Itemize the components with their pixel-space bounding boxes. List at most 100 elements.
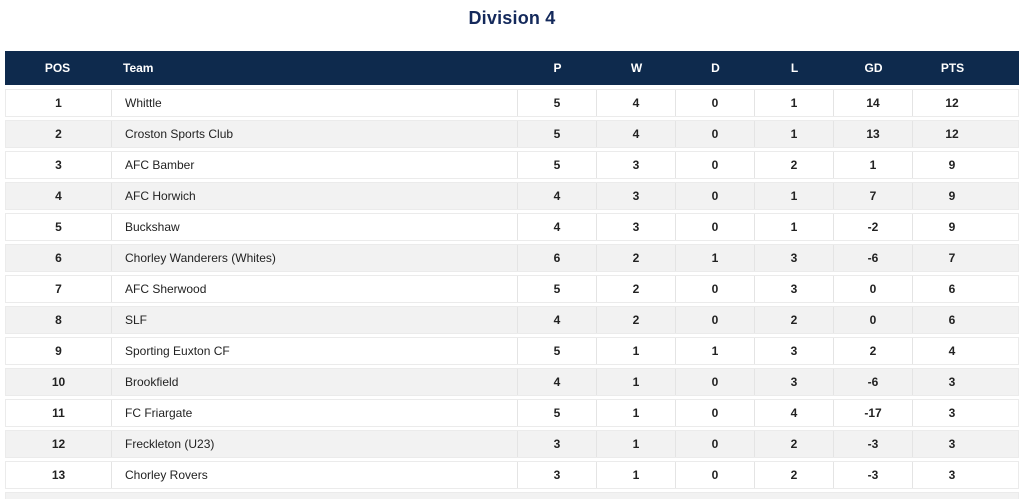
points-cell: 3	[912, 431, 991, 457]
played-cell: 3	[517, 462, 596, 488]
team-name-cell: Buckshaw	[111, 214, 517, 240]
table-header-row: POS Team P W D L GD PTS	[5, 51, 1019, 85]
position-cell: 12	[51, 437, 66, 451]
table-body: 1 Whittle 5 4 0 1 14 12 2 Croston Sports…	[5, 89, 1019, 499]
position-cell: 3	[55, 158, 62, 172]
goal-difference-cell: -2	[833, 214, 912, 240]
played-cell: 4	[517, 214, 596, 240]
lost-cell: 3	[754, 338, 833, 364]
position-cell: 7	[55, 282, 62, 296]
played-cell: 5	[517, 338, 596, 364]
position-cell: 6	[55, 251, 62, 265]
drawn-cell: 0	[675, 152, 754, 178]
lost-cell: 2	[754, 307, 833, 333]
header-drawn: D	[711, 61, 720, 75]
position-cell: 4	[55, 189, 62, 203]
goal-difference-cell: -6	[833, 369, 912, 395]
position-cell: 8	[55, 313, 62, 327]
played-cell: 5	[517, 121, 596, 147]
goal-difference-cell: 2	[833, 338, 912, 364]
points-cell: 9	[912, 183, 991, 209]
team-name-cell: Chorley Rovers	[111, 462, 517, 488]
team-name-cell: Sporting Euxton CF	[111, 338, 517, 364]
table-row[interactable]: 7 AFC Sherwood 5 2 0 3 0 6	[5, 275, 1019, 303]
points-cell: 6	[912, 276, 991, 302]
page-title: Division 4	[468, 8, 556, 28]
points-cell: 12	[912, 90, 991, 116]
drawn-cell: 0	[675, 90, 754, 116]
drawn-cell: 1	[675, 245, 754, 271]
table-row[interactable]: 10 Brookfield 4 1 0 3 -6 3	[5, 368, 1019, 396]
won-cell: 2	[596, 307, 675, 333]
lost-cell: 1	[754, 90, 833, 116]
points-cell: 3	[912, 369, 991, 395]
played-cell: 4	[517, 307, 596, 333]
goal-difference-cell: 0	[833, 276, 912, 302]
lost-cell: 3	[754, 369, 833, 395]
drawn-cell: 0	[675, 183, 754, 209]
drawn-cell: 0	[675, 214, 754, 240]
team-name-cell: AFC Sherwood	[111, 276, 517, 302]
goal-difference-cell: -6	[833, 245, 912, 271]
points-cell: 3	[912, 462, 991, 488]
points-cell: 3	[912, 400, 991, 426]
header-pos: POS	[44, 61, 71, 75]
won-cell: 1	[596, 431, 675, 457]
table-row[interactable]: 1 Whittle 5 4 0 1 14 12	[5, 89, 1019, 117]
table-row[interactable]: 2 Croston Sports Club 5 4 0 1 13 12	[5, 120, 1019, 148]
header-goal-difference: GD	[864, 61, 883, 75]
header-lost: L	[790, 61, 799, 75]
goal-difference-cell: -3	[833, 462, 912, 488]
table-row[interactable]: 6 Chorley Wanderers (Whites) 6 2 1 3 -6 …	[5, 244, 1019, 272]
table-row[interactable]: 9 Sporting Euxton CF 5 1 1 3 2 4	[5, 337, 1019, 365]
drawn-cell: 0	[675, 462, 754, 488]
won-cell: 1	[596, 462, 675, 488]
lost-cell: 1	[754, 121, 833, 147]
lost-cell: 1	[754, 214, 833, 240]
drawn-cell: 0	[675, 400, 754, 426]
position-cell: 13	[51, 468, 66, 482]
goal-difference-cell: 1	[833, 152, 912, 178]
team-name-cell: AFC Horwich	[111, 183, 517, 209]
table-row-cutoff	[5, 492, 1019, 499]
table-row[interactable]: 5 Buckshaw 4 3 0 1 -2 9	[5, 213, 1019, 241]
won-cell: 3	[596, 214, 675, 240]
lost-cell: 3	[754, 276, 833, 302]
goal-difference-cell: 13	[833, 121, 912, 147]
drawn-cell: 0	[675, 307, 754, 333]
won-cell: 4	[596, 121, 675, 147]
points-cell: 4	[912, 338, 991, 364]
drawn-cell: 0	[675, 369, 754, 395]
header-points: PTS	[940, 61, 965, 75]
goal-difference-cell: -17	[833, 400, 912, 426]
table-row[interactable]: 3 AFC Bamber 5 3 0 2 1 9	[5, 151, 1019, 179]
lost-cell: 2	[754, 152, 833, 178]
won-cell: 2	[596, 276, 675, 302]
position-cell: 10	[51, 375, 66, 389]
won-cell: 3	[596, 152, 675, 178]
won-cell: 4	[596, 90, 675, 116]
table-row[interactable]: 11 FC Friargate 5 1 0 4 -17 3	[5, 399, 1019, 427]
team-name-cell: FC Friargate	[111, 400, 517, 426]
goal-difference-cell: 0	[833, 307, 912, 333]
played-cell: 4	[517, 369, 596, 395]
league-table: POS Team P W D L GD PTS 1 Whittle 5 4 0 …	[5, 51, 1019, 499]
lost-cell: 4	[754, 400, 833, 426]
points-cell: 9	[912, 152, 991, 178]
team-name-cell: Freckleton (U23)	[111, 431, 517, 457]
lost-cell: 2	[754, 462, 833, 488]
team-name-cell: AFC Bamber	[111, 152, 517, 178]
played-cell: 5	[517, 276, 596, 302]
table-row[interactable]: 12 Freckleton (U23) 3 1 0 2 -3 3	[5, 430, 1019, 458]
drawn-cell: 0	[675, 431, 754, 457]
position-cell: 2	[55, 127, 62, 141]
won-cell: 2	[596, 245, 675, 271]
won-cell: 1	[596, 338, 675, 364]
table-row[interactable]: 8 SLF 4 2 0 2 0 6	[5, 306, 1019, 334]
table-row[interactable]: 4 AFC Horwich 4 3 0 1 7 9	[5, 182, 1019, 210]
goal-difference-cell: -3	[833, 431, 912, 457]
table-row[interactable]: 13 Chorley Rovers 3 1 0 2 -3 3	[5, 461, 1019, 489]
position-cell: 1	[55, 96, 62, 110]
team-name-cell: Chorley Wanderers (Whites)	[111, 245, 517, 271]
team-name-cell: Whittle	[111, 90, 517, 116]
